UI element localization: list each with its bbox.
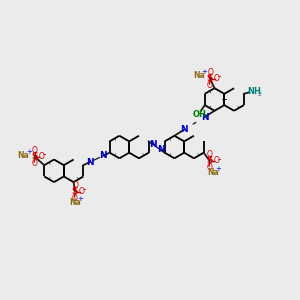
Text: N: N xyxy=(181,125,188,134)
Text: O: O xyxy=(206,163,212,172)
Text: -: - xyxy=(218,154,221,164)
Text: Na: Na xyxy=(69,198,81,207)
Text: -: - xyxy=(43,149,46,160)
Text: +: + xyxy=(26,149,32,155)
Text: 2: 2 xyxy=(257,92,261,97)
Text: OH: OH xyxy=(193,110,206,118)
Text: N: N xyxy=(201,112,208,122)
Text: O: O xyxy=(32,146,38,155)
Text: O: O xyxy=(213,157,219,166)
Text: NH: NH xyxy=(247,87,261,96)
Text: S: S xyxy=(206,157,213,166)
Text: N: N xyxy=(157,146,164,154)
Text: O: O xyxy=(31,159,37,168)
Text: O: O xyxy=(207,150,213,159)
Text: S: S xyxy=(207,74,213,83)
Text: Na: Na xyxy=(193,71,205,80)
Text: S: S xyxy=(32,152,38,161)
Text: +: + xyxy=(201,69,207,75)
Text: O: O xyxy=(207,68,213,76)
Text: O: O xyxy=(72,181,78,190)
Text: N: N xyxy=(99,151,107,160)
Text: +: + xyxy=(215,166,221,172)
Text: O: O xyxy=(38,152,44,161)
Text: -: - xyxy=(218,71,221,81)
Text: S: S xyxy=(72,187,78,196)
Text: N: N xyxy=(86,158,94,166)
Text: Na: Na xyxy=(18,151,29,160)
Text: O: O xyxy=(79,187,85,196)
Text: Na: Na xyxy=(207,168,218,177)
Text: +: + xyxy=(77,196,83,202)
Text: O: O xyxy=(206,81,212,90)
Text: O: O xyxy=(71,194,77,203)
Text: -: - xyxy=(83,184,86,194)
Text: O: O xyxy=(214,74,220,83)
Text: N: N xyxy=(149,140,157,149)
